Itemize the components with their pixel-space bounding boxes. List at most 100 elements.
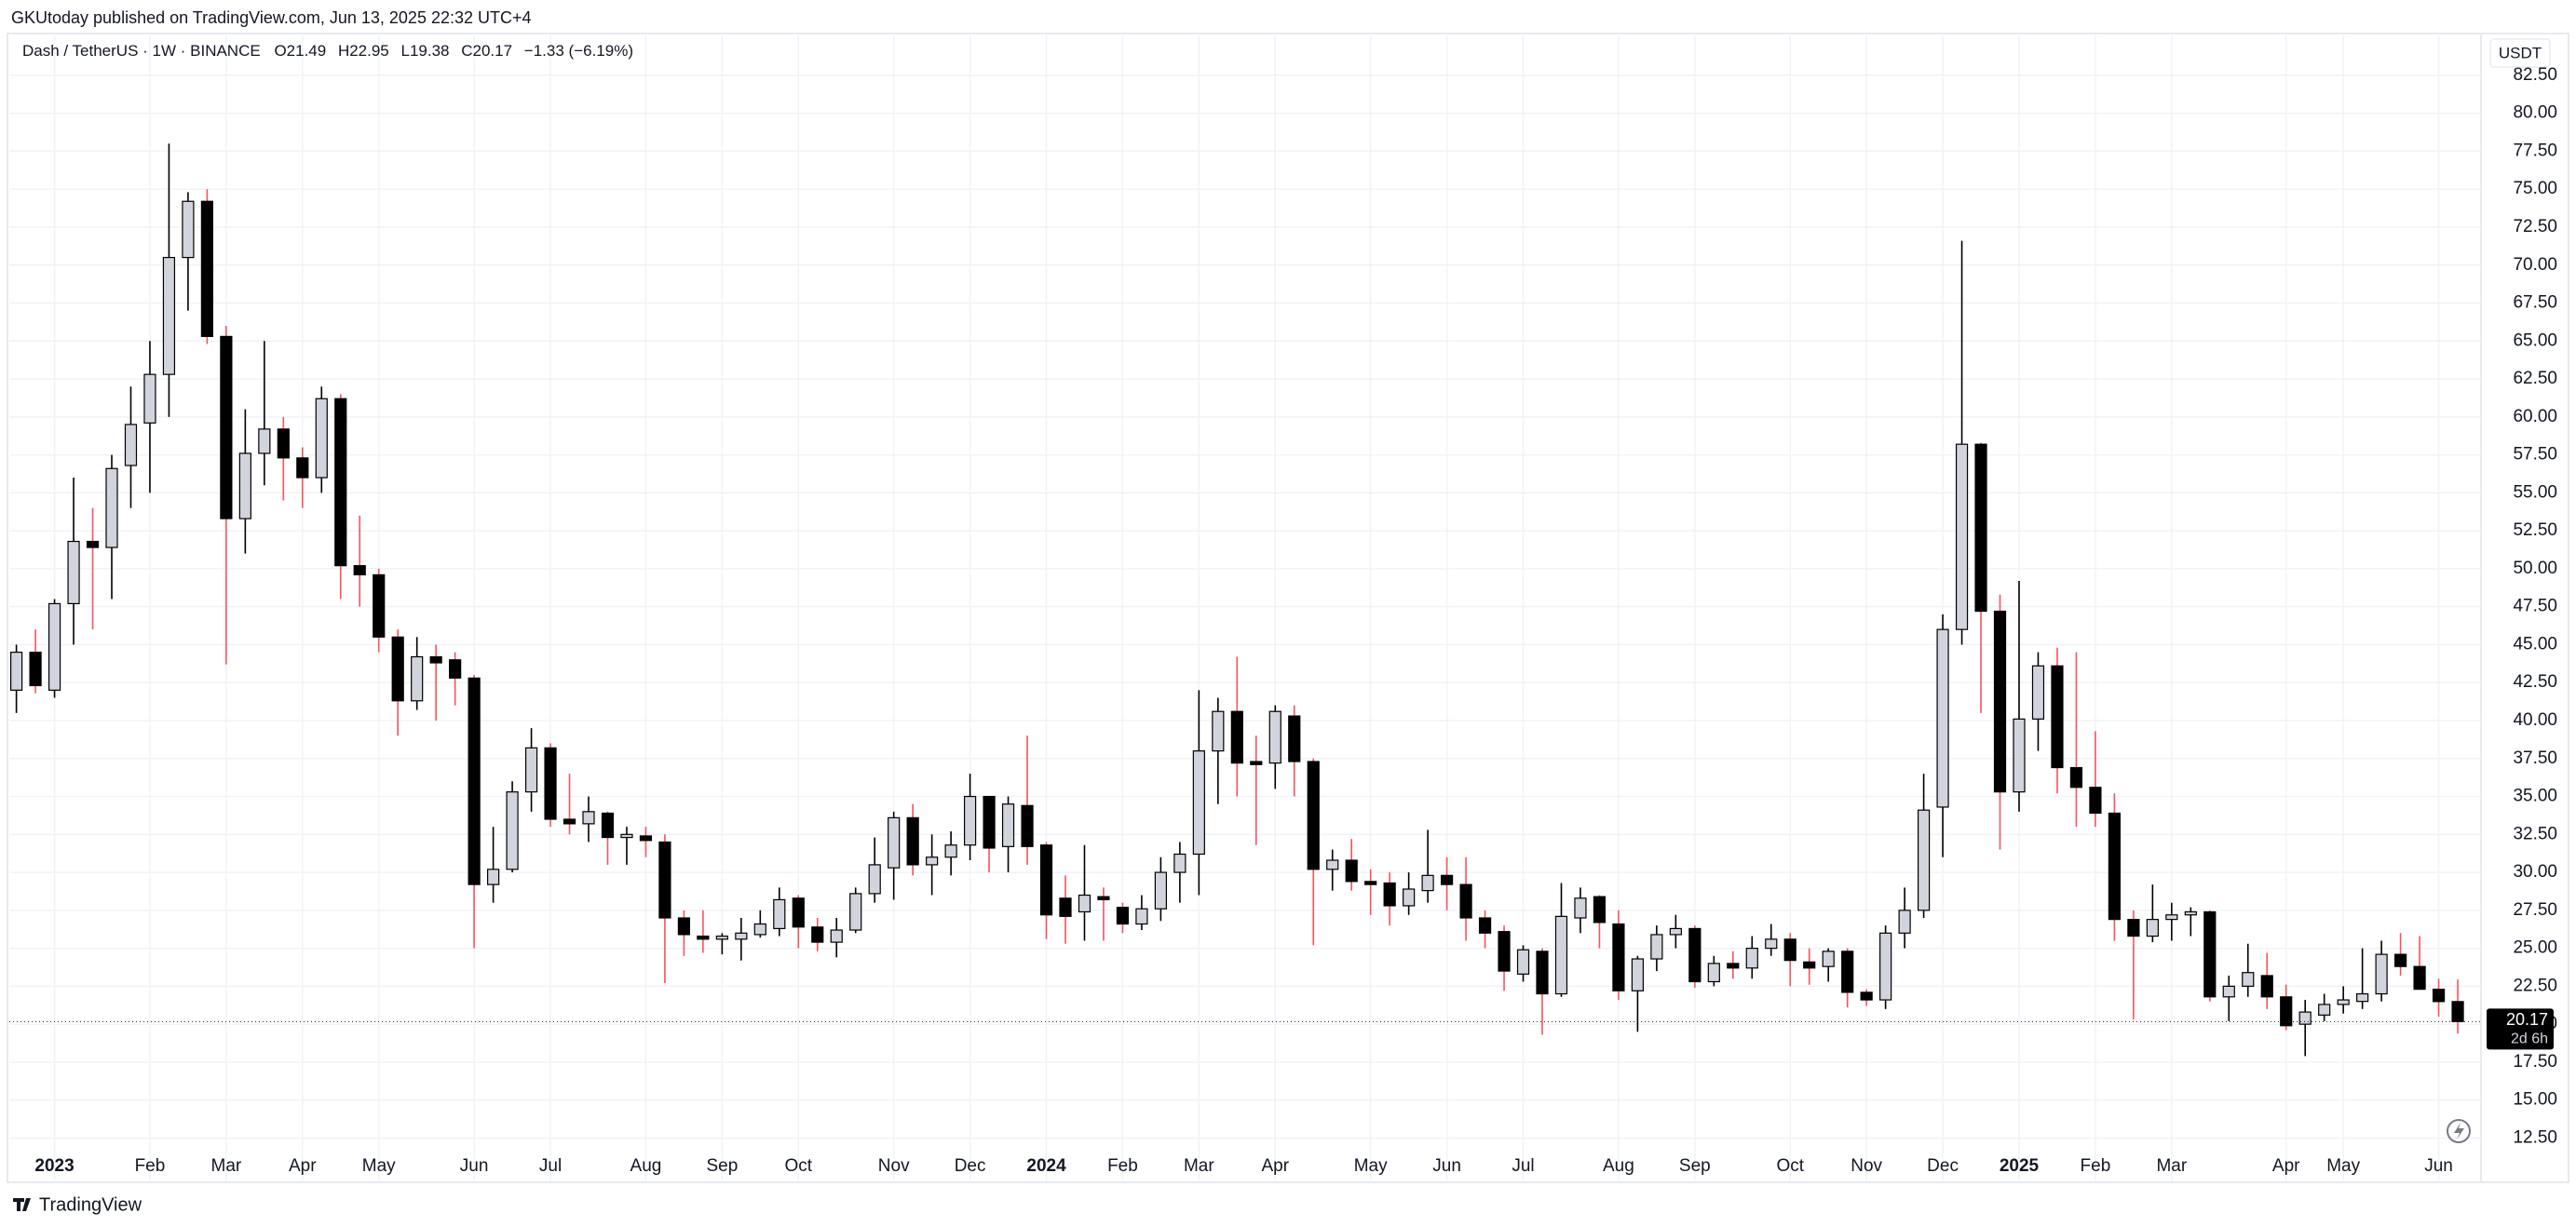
candle-body [563, 818, 576, 825]
candle-body [868, 864, 881, 895]
candle-body [411, 655, 424, 702]
y-tick-label: 17.50 [2513, 1052, 2557, 1072]
legend-open: O21.49 [274, 42, 326, 60]
currency[interactable]: USDT [2499, 44, 2542, 61]
candle-body [1554, 915, 1568, 995]
y-tick-label: 45.00 [2513, 634, 2557, 654]
candle-body [1574, 897, 1587, 919]
legend-change: −1.33 (−6.19%) [524, 42, 633, 60]
candle-body [1783, 938, 1796, 962]
candle-body [1918, 809, 1931, 911]
published-line: GKUtoday published on TradingView.com, J… [11, 8, 532, 27]
candles [10, 143, 2464, 1057]
x-tick-label: Dec [1927, 1156, 1959, 1176]
candle-body [2432, 989, 2446, 1003]
candle-body [2203, 910, 2217, 998]
candle-body [715, 935, 728, 940]
candle-body [1326, 859, 1339, 870]
x-tick-label: Feb [135, 1156, 166, 1176]
chart-frame [7, 33, 2569, 1183]
x-tick-label: Sep [1679, 1156, 1711, 1176]
candle-body [1478, 917, 1492, 934]
candle-body [1039, 844, 1053, 916]
candle-body [334, 398, 347, 567]
axes: 12.5015.0017.5020.0022.5025.0027.5030.00… [9, 65, 2557, 1176]
candle-body [353, 565, 366, 576]
candle-body [524, 747, 538, 793]
candle-body [1498, 931, 1511, 972]
brand-logo[interactable] [13, 1198, 31, 1211]
candle-body [220, 335, 233, 519]
x-tick-label: Apr [2272, 1156, 2300, 1176]
candle-body [143, 373, 156, 424]
candle-body [1364, 881, 1377, 885]
candle-body [1993, 610, 2007, 793]
candle-body [2280, 996, 2293, 1027]
y-tick-label: 37.50 [2513, 748, 2557, 768]
currency-box[interactable] [2489, 38, 2551, 68]
candle-body [182, 200, 195, 259]
candle-body [697, 935, 710, 940]
x-tick-label: Mar [211, 1156, 242, 1176]
candle-body [1212, 710, 1225, 752]
y-tick-label: 55.00 [2513, 482, 2557, 502]
candle-body [1230, 710, 1243, 764]
candle-body [1707, 963, 1720, 983]
x-tick-label: Jun [1432, 1156, 1461, 1176]
legend-high: H22.95 [338, 42, 389, 60]
candle-body [620, 833, 633, 839]
x-tick-label: Dec [955, 1156, 986, 1176]
icon-circle[interactable] [2447, 1119, 2471, 1143]
candle-body [1936, 628, 1949, 808]
candle-body [639, 835, 653, 842]
candle-body [2165, 914, 2178, 921]
bar-countdown: 2d 6h [2511, 1031, 2548, 1047]
candle-body [2337, 999, 2350, 1005]
candle-body [1403, 888, 1416, 907]
candle-body [391, 636, 404, 702]
icon-bolt[interactable] [2454, 1123, 2464, 1139]
candle-body [10, 652, 23, 691]
candle-body [449, 659, 462, 679]
brand[interactable]: TradingView [39, 1194, 142, 1215]
candle-body [2375, 953, 2388, 995]
symbol-legend: Dash / TetherUS · 1W · BINANCE O21.49 H2… [22, 42, 633, 60]
candle-body [2051, 665, 2064, 769]
candle-body [1955, 443, 1969, 630]
candle-body [1307, 761, 1320, 870]
candle-body [811, 926, 824, 943]
replay-icon[interactable] [2447, 1119, 2471, 1143]
candle-body [1841, 951, 1854, 993]
last-price-label: 20.17 [2506, 1010, 2548, 1029]
candle-body [1078, 894, 1091, 913]
candle-body [2451, 1001, 2464, 1022]
y-tick-label: 32.50 [2513, 824, 2557, 843]
candle-body [1803, 961, 1816, 969]
x-tick-label: Aug [1603, 1156, 1634, 1176]
candle-body [1116, 906, 1130, 925]
candle-body [86, 540, 100, 548]
candle-body [1516, 949, 1530, 975]
candle-body [1536, 951, 1549, 995]
candle-body [1593, 896, 1607, 924]
y-tick-label: 35.00 [2513, 787, 2557, 806]
symbol: Dash / TetherUS · 1W · BINANCE [22, 42, 261, 60]
candle-body [1383, 882, 1396, 907]
x-tick-label: Apr [1261, 1156, 1289, 1176]
candle-body [677, 917, 691, 936]
candle-body [2108, 812, 2121, 921]
candle-body [926, 856, 939, 866]
y-tick-label: 65.00 [2513, 330, 2557, 350]
y-tick-label: 70.00 [2513, 255, 2557, 275]
candle-body [1459, 883, 1472, 919]
candle-body [47, 602, 61, 691]
candle-body [1688, 927, 1702, 983]
x-tick-label: Jul [539, 1156, 562, 1176]
candle-body [2146, 919, 2159, 937]
candle-body [1154, 871, 1168, 910]
candle-body [658, 841, 671, 919]
x-tick-label: 2023 [34, 1156, 74, 1176]
candle-body [983, 795, 996, 849]
logo-mark[interactable] [13, 1198, 31, 1211]
